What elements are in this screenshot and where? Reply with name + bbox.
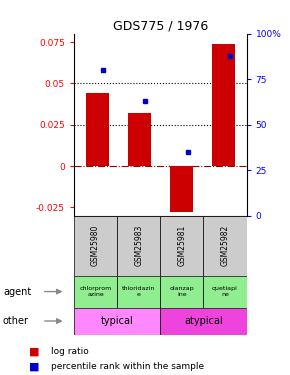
Text: other: other <box>3 316 29 326</box>
Text: GSM25983: GSM25983 <box>134 225 143 266</box>
Text: thioridazin
e: thioridazin e <box>122 286 155 297</box>
Bar <box>170 166 193 212</box>
Text: agent: agent <box>3 286 31 297</box>
Text: chlorprom
azine: chlorprom azine <box>79 286 112 297</box>
Bar <box>74 216 117 276</box>
Bar <box>128 113 151 166</box>
Text: log ratio: log ratio <box>51 347 88 356</box>
Bar <box>74 276 117 308</box>
Bar <box>203 276 246 308</box>
Title: GDS775 / 1976: GDS775 / 1976 <box>113 20 208 33</box>
Bar <box>160 308 246 334</box>
Bar <box>117 216 160 276</box>
Bar <box>117 276 160 308</box>
Text: quetiapi
ne: quetiapi ne <box>212 286 238 297</box>
Bar <box>160 276 203 308</box>
Text: percentile rank within the sample: percentile rank within the sample <box>51 362 204 371</box>
Bar <box>86 93 109 166</box>
Bar <box>74 308 160 334</box>
Text: GSM25982: GSM25982 <box>220 225 229 266</box>
Text: ■: ■ <box>29 362 39 371</box>
Bar <box>203 216 246 276</box>
Bar <box>160 216 203 276</box>
Text: atypical: atypical <box>184 316 223 326</box>
Text: GSM25981: GSM25981 <box>177 225 186 266</box>
Text: olanzap
ine: olanzap ine <box>169 286 194 297</box>
Text: ■: ■ <box>29 346 39 356</box>
Text: typical: typical <box>101 316 133 326</box>
Bar <box>212 44 235 166</box>
Text: GSM25980: GSM25980 <box>91 225 100 266</box>
